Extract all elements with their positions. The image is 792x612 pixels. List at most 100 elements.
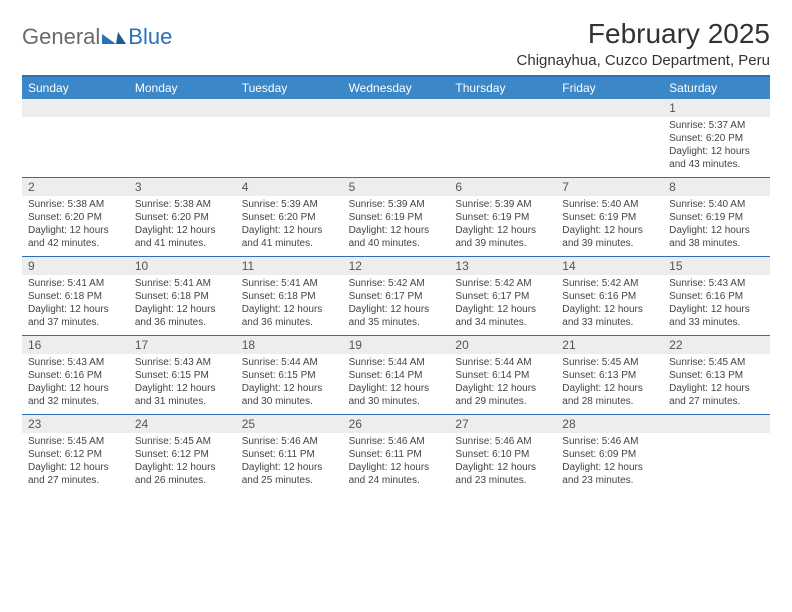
sunrise-text: Sunrise: 5:38 AM [28, 198, 123, 211]
sunset-text: Sunset: 6:14 PM [349, 369, 444, 382]
daylight-text: Daylight: 12 hours and 24 minutes. [349, 461, 444, 487]
day-cell: Sunrise: 5:38 AMSunset: 6:20 PMDaylight:… [129, 196, 236, 256]
daylight-text: Daylight: 12 hours and 37 minutes. [28, 303, 123, 329]
daylight-text: Daylight: 12 hours and 36 minutes. [135, 303, 230, 329]
sunset-text: Sunset: 6:09 PM [562, 448, 657, 461]
day-number: 11 [236, 257, 343, 275]
daylight-text: Daylight: 12 hours and 39 minutes. [562, 224, 657, 250]
day-number: 13 [449, 257, 556, 275]
sunset-text: Sunset: 6:10 PM [455, 448, 550, 461]
day-cell: Sunrise: 5:44 AMSunset: 6:15 PMDaylight:… [236, 354, 343, 414]
daylight-text: Daylight: 12 hours and 33 minutes. [669, 303, 764, 329]
day-cell: Sunrise: 5:44 AMSunset: 6:14 PMDaylight:… [449, 354, 556, 414]
day-cell [236, 117, 343, 177]
sunset-text: Sunset: 6:17 PM [455, 290, 550, 303]
daylight-text: Daylight: 12 hours and 40 minutes. [349, 224, 444, 250]
day-number: 20 [449, 336, 556, 354]
sunrise-text: Sunrise: 5:38 AM [135, 198, 230, 211]
sunset-text: Sunset: 6:18 PM [135, 290, 230, 303]
day-cell: Sunrise: 5:41 AMSunset: 6:18 PMDaylight:… [236, 275, 343, 335]
sunrise-text: Sunrise: 5:45 AM [135, 435, 230, 448]
sunrise-text: Sunrise: 5:46 AM [242, 435, 337, 448]
day-number [449, 99, 556, 117]
logo-mark-icon [102, 28, 126, 46]
sunrise-text: Sunrise: 5:44 AM [349, 356, 444, 369]
day-header-row: Sunday Monday Tuesday Wednesday Thursday… [22, 77, 770, 99]
calendar-week: 16171819202122Sunrise: 5:43 AMSunset: 6:… [22, 335, 770, 414]
sunrise-text: Sunrise: 5:41 AM [242, 277, 337, 290]
sunset-text: Sunset: 6:13 PM [669, 369, 764, 382]
day-cell [129, 117, 236, 177]
daylight-text: Daylight: 12 hours and 35 minutes. [349, 303, 444, 329]
day-number: 28 [556, 415, 663, 433]
day-cell [343, 117, 450, 177]
day-number: 9 [22, 257, 129, 275]
day-number: 17 [129, 336, 236, 354]
daylight-text: Daylight: 12 hours and 43 minutes. [669, 145, 764, 171]
day-cell: Sunrise: 5:46 AMSunset: 6:11 PMDaylight:… [343, 433, 450, 493]
sunset-text: Sunset: 6:18 PM [242, 290, 337, 303]
day-cell [22, 117, 129, 177]
sunrise-text: Sunrise: 5:40 AM [669, 198, 764, 211]
day-number: 23 [22, 415, 129, 433]
sunset-text: Sunset: 6:17 PM [349, 290, 444, 303]
sunset-text: Sunset: 6:16 PM [669, 290, 764, 303]
day-cell: Sunrise: 5:46 AMSunset: 6:10 PMDaylight:… [449, 433, 556, 493]
day-number: 16 [22, 336, 129, 354]
daylight-text: Daylight: 12 hours and 32 minutes. [28, 382, 123, 408]
month-title: February 2025 [517, 18, 770, 50]
day-number: 8 [663, 178, 770, 196]
sunrise-text: Sunrise: 5:43 AM [28, 356, 123, 369]
logo-text-general: General [22, 24, 100, 50]
sunrise-text: Sunrise: 5:44 AM [242, 356, 337, 369]
calendar-page: General Blue February 2025 Chignayhua, C… [0, 0, 792, 503]
sunrise-text: Sunrise: 5:44 AM [455, 356, 550, 369]
day-header-monday: Monday [129, 77, 236, 99]
sunrise-text: Sunrise: 5:40 AM [562, 198, 657, 211]
sunrise-text: Sunrise: 5:45 AM [669, 356, 764, 369]
daylight-text: Daylight: 12 hours and 26 minutes. [135, 461, 230, 487]
daylight-text: Daylight: 12 hours and 34 minutes. [455, 303, 550, 329]
daylight-text: Daylight: 12 hours and 27 minutes. [669, 382, 764, 408]
calendar-grid: 1Sunrise: 5:37 AMSunset: 6:20 PMDaylight… [22, 99, 770, 493]
day-number: 19 [343, 336, 450, 354]
day-number: 3 [129, 178, 236, 196]
day-cell: Sunrise: 5:39 AMSunset: 6:20 PMDaylight:… [236, 196, 343, 256]
day-cell [556, 117, 663, 177]
day-number [556, 99, 663, 117]
sunrise-text: Sunrise: 5:37 AM [669, 119, 764, 132]
day-number: 22 [663, 336, 770, 354]
sunset-text: Sunset: 6:13 PM [562, 369, 657, 382]
sunset-text: Sunset: 6:18 PM [28, 290, 123, 303]
day-header-wednesday: Wednesday [343, 77, 450, 99]
sunset-text: Sunset: 6:20 PM [135, 211, 230, 224]
day-cell: Sunrise: 5:42 AMSunset: 6:17 PMDaylight:… [343, 275, 450, 335]
daylight-text: Daylight: 12 hours and 31 minutes. [135, 382, 230, 408]
sunrise-text: Sunrise: 5:46 AM [562, 435, 657, 448]
sunset-text: Sunset: 6:19 PM [562, 211, 657, 224]
day-number: 21 [556, 336, 663, 354]
daylight-text: Daylight: 12 hours and 23 minutes. [562, 461, 657, 487]
day-number: 25 [236, 415, 343, 433]
sunset-text: Sunset: 6:16 PM [562, 290, 657, 303]
day-cell: Sunrise: 5:45 AMSunset: 6:13 PMDaylight:… [663, 354, 770, 414]
day-cell: Sunrise: 5:40 AMSunset: 6:19 PMDaylight:… [663, 196, 770, 256]
day-number: 1 [663, 99, 770, 117]
day-cell: Sunrise: 5:43 AMSunset: 6:15 PMDaylight:… [129, 354, 236, 414]
sunset-text: Sunset: 6:19 PM [455, 211, 550, 224]
day-number: 26 [343, 415, 450, 433]
day-cell: Sunrise: 5:42 AMSunset: 6:17 PMDaylight:… [449, 275, 556, 335]
sunrise-text: Sunrise: 5:45 AM [28, 435, 123, 448]
sunset-text: Sunset: 6:20 PM [669, 132, 764, 145]
day-cell: Sunrise: 5:46 AMSunset: 6:09 PMDaylight:… [556, 433, 663, 493]
sunset-text: Sunset: 6:12 PM [28, 448, 123, 461]
day-cell: Sunrise: 5:41 AMSunset: 6:18 PMDaylight:… [22, 275, 129, 335]
sunrise-text: Sunrise: 5:41 AM [28, 277, 123, 290]
day-number: 15 [663, 257, 770, 275]
sunrise-text: Sunrise: 5:39 AM [242, 198, 337, 211]
sunset-text: Sunset: 6:12 PM [135, 448, 230, 461]
sunrise-text: Sunrise: 5:42 AM [455, 277, 550, 290]
day-header-tuesday: Tuesday [236, 77, 343, 99]
title-block: February 2025 Chignayhua, Cuzco Departme… [517, 18, 770, 69]
sunrise-text: Sunrise: 5:39 AM [455, 198, 550, 211]
